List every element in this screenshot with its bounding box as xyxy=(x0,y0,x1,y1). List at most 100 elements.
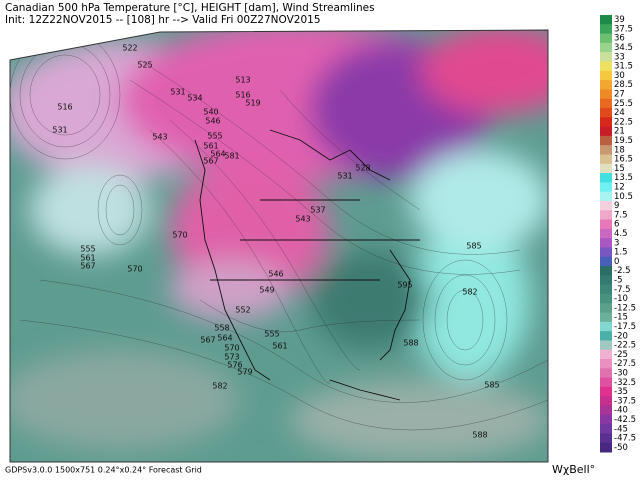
contour-label: 537 xyxy=(310,206,325,215)
colorbar-swatch xyxy=(600,359,612,369)
colorbar-label: 12 xyxy=(614,183,625,193)
colorbar-swatch xyxy=(600,33,612,44)
colorbar-label: -10 xyxy=(614,294,628,304)
contour-label: 567 xyxy=(203,157,218,166)
contour-label: 522 xyxy=(122,44,137,53)
colorbar-swatch xyxy=(600,386,612,397)
colorbar-swatch xyxy=(600,70,612,81)
colorbar-label: 10.5 xyxy=(614,192,633,202)
contour-label: 561 xyxy=(80,254,95,263)
colorbar-swatch xyxy=(600,377,612,388)
contour-label: 534 xyxy=(187,94,202,103)
colorbar-swatch xyxy=(600,424,612,434)
contour-label: 573 xyxy=(224,353,239,362)
colorbar-swatch xyxy=(600,331,612,341)
contour-label: 561 xyxy=(203,142,218,151)
colorbar-label: 30 xyxy=(614,71,625,81)
colorbar-swatch xyxy=(600,24,612,35)
colorbar-label: -37.5 xyxy=(614,396,636,406)
colorbar-swatch xyxy=(600,210,612,221)
contour-label: 579 xyxy=(237,368,252,377)
colorbar-label: 15 xyxy=(614,164,625,174)
colorbar-label: -12.5 xyxy=(614,303,636,313)
colorbar-label: 22.5 xyxy=(614,117,633,127)
colorbar-swatch xyxy=(600,433,612,444)
colorbar-swatch xyxy=(600,145,612,155)
colorbar-label: 34.5 xyxy=(614,43,633,53)
colorbar-label: 7.5 xyxy=(614,210,628,220)
contour-label: 543 xyxy=(152,133,167,142)
contour-label: 570 xyxy=(224,344,239,353)
colorbar-label: 37.5 xyxy=(614,24,633,34)
colorbar-label: 19.5 xyxy=(614,136,633,146)
colorbar-label: 9 xyxy=(614,201,619,211)
colorbar-label: -17.5 xyxy=(614,322,636,332)
contour-label: 595 xyxy=(397,281,412,290)
contour-label: 552 xyxy=(235,306,250,315)
colorbar-swatch xyxy=(600,405,612,416)
colorbar-swatch xyxy=(600,368,612,379)
colorbar-swatch xyxy=(600,117,612,128)
colorbar-swatch xyxy=(600,321,612,332)
colorbar-label: 18 xyxy=(614,145,625,155)
colorbar-swatch xyxy=(600,303,612,314)
contour-label: 531 xyxy=(337,172,352,181)
colorbar-swatch xyxy=(600,284,612,295)
map xyxy=(10,30,548,462)
colorbar-swatch xyxy=(600,442,612,453)
colorbar-swatch xyxy=(600,414,612,425)
contour-label: 582 xyxy=(462,288,477,297)
colorbar-label: 6 xyxy=(614,220,619,230)
contour-label: 564 xyxy=(217,334,232,343)
colorbar-label: -42.5 xyxy=(614,415,636,425)
colorbar-swatch xyxy=(600,61,612,72)
colorbar-label: 16.5 xyxy=(614,155,633,165)
contour-label: 558 xyxy=(214,324,229,333)
contour-label: 570 xyxy=(127,265,142,274)
colorbar-label: 21 xyxy=(614,127,625,137)
colorbar-label: 13.5 xyxy=(614,173,633,183)
colorbar-label: -30 xyxy=(614,368,628,378)
colorbar-label: 36 xyxy=(614,34,625,44)
contour-label: 588 xyxy=(472,431,487,440)
contour-label: 582 xyxy=(212,382,227,391)
colorbar-label: -45 xyxy=(614,424,628,434)
colorbar-label: 31.5 xyxy=(614,62,633,72)
colorbar-label: -27.5 xyxy=(614,359,636,369)
colorbar-label: 4.5 xyxy=(614,229,628,239)
contour-label: 567 xyxy=(200,336,215,345)
colorbar: 3937.53634.53331.53028.52725.52422.52119… xyxy=(600,15,636,453)
colorbar-swatch xyxy=(600,340,612,351)
contour-label: 513 xyxy=(235,76,250,85)
colorbar-label: -15 xyxy=(614,313,628,323)
colorbar-label: 1.5 xyxy=(614,248,628,258)
colorbar-label: 24 xyxy=(614,108,625,118)
colorbar-swatch xyxy=(600,256,612,267)
colorbar-swatch xyxy=(600,98,612,109)
colorbar-label: -40 xyxy=(614,406,628,416)
contour-label: 525 xyxy=(137,61,152,70)
contour-label: 585 xyxy=(466,242,481,251)
colorbar-label: 33 xyxy=(614,52,625,62)
colorbar-swatch xyxy=(600,107,612,118)
contour-label: 585 xyxy=(484,381,499,390)
colorbar-swatch xyxy=(600,42,612,53)
colorbar-swatch xyxy=(600,80,612,90)
colorbar-label: -35 xyxy=(614,387,628,397)
colorbar-swatch xyxy=(600,275,612,286)
colorbar-swatch xyxy=(600,293,612,304)
contour-labels: 5225255165315315345435405465555615645675… xyxy=(52,44,499,440)
colorbar-swatch xyxy=(600,200,612,211)
colorbar-swatch xyxy=(600,163,612,174)
contour-label: 555 xyxy=(80,245,95,254)
contour-label: 581 xyxy=(224,152,239,161)
map-frame xyxy=(9,29,549,463)
colorbar-label: 27 xyxy=(614,90,625,100)
colorbar-label: -20 xyxy=(614,331,628,341)
logo: WχBell° xyxy=(552,463,595,476)
title: Canadian 500 hPa Temperature [°C], HEIGH… xyxy=(5,2,375,14)
contour-label: 543 xyxy=(295,215,310,224)
contour-label: 570 xyxy=(172,231,187,240)
colorbar-label: -22.5 xyxy=(614,341,636,351)
colorbar-swatch xyxy=(600,15,612,25)
